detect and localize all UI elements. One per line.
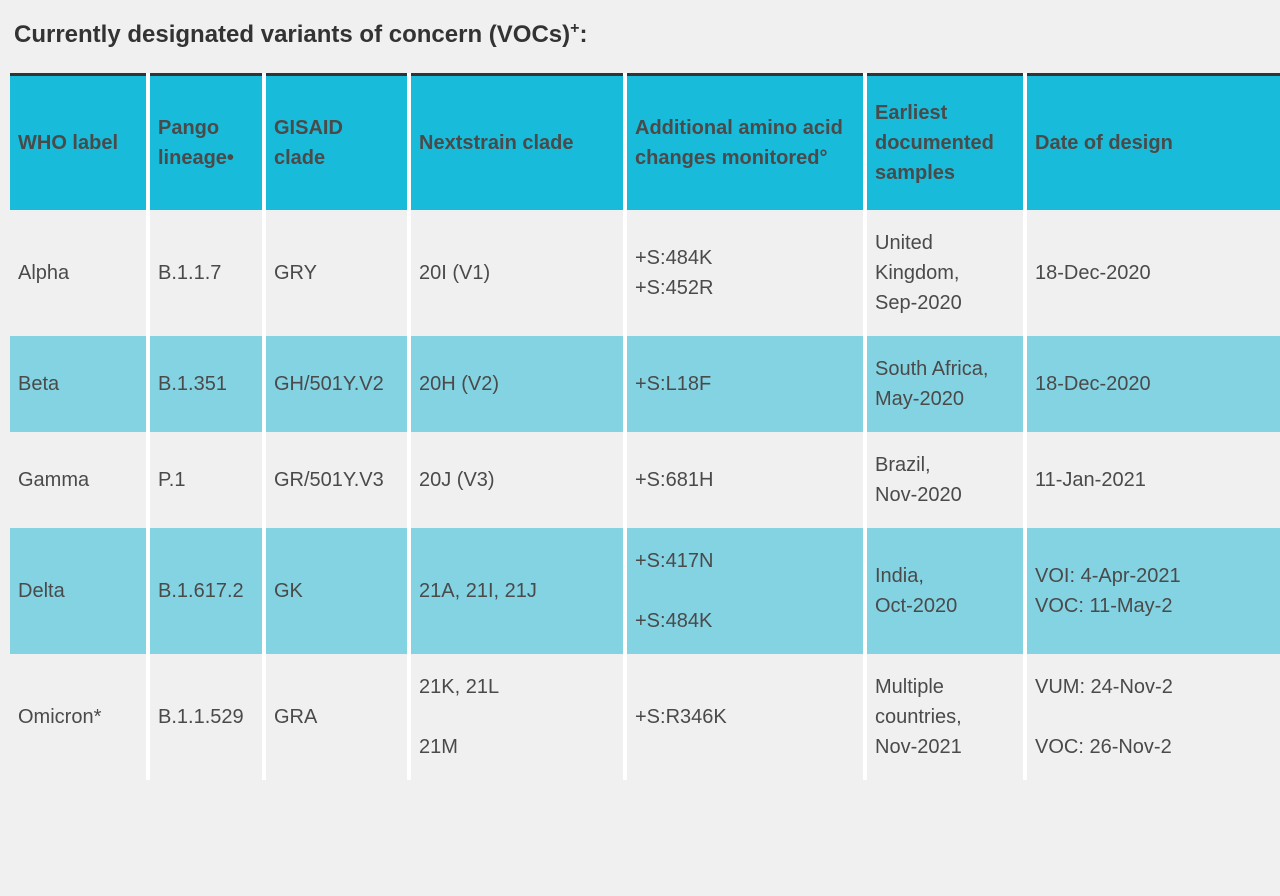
page-container: Currently designated variants of concern… <box>0 0 1280 780</box>
cell-amino: +S:L18F <box>625 336 865 432</box>
cell-pango: P.1 <box>148 432 264 528</box>
cell-amino: +S:417N +S:484K <box>625 528 865 654</box>
table-row: Delta B.1.617.2 GK 21A, 21I, 21J +S:417N… <box>10 528 1280 654</box>
cell-who: Alpha <box>10 210 148 336</box>
table-row: Alpha B.1.1.7 GRY 20I (V1) +S:484K +S:45… <box>10 210 1280 336</box>
cell-who: Gamma <box>10 432 148 528</box>
cell-next: 21A, 21I, 21J <box>409 528 625 654</box>
table-header-row: WHO label Pango lineage• GISAID clade Ne… <box>10 75 1280 211</box>
title-suffix: : <box>579 21 587 48</box>
cell-date: VUM: 24-Nov-2 VOC: 26-Nov-2 <box>1025 654 1280 780</box>
col-header-nextstrain: Nextstrain clade <box>409 75 625 211</box>
cell-amino: +S:681H <box>625 432 865 528</box>
cell-next: 20H (V2) <box>409 336 625 432</box>
voc-table: WHO label Pango lineage• GISAID clade Ne… <box>10 73 1280 780</box>
cell-date: VOI: 4-Apr-2021 VOC: 11-May-2 <box>1025 528 1280 654</box>
cell-gisaid: GR/501Y.V3 <box>264 432 409 528</box>
cell-earliest: Multiple countries, Nov-2021 <box>865 654 1025 780</box>
cell-gisaid: GH/501Y.V2 <box>264 336 409 432</box>
col-header-amino: Additional amino acid changes monitored° <box>625 75 865 211</box>
cell-pango: B.1.1.7 <box>148 210 264 336</box>
cell-earliest: United Kingdom, Sep-2020 <box>865 210 1025 336</box>
cell-date: 11-Jan-2021 <box>1025 432 1280 528</box>
page-title: Currently designated variants of concern… <box>10 20 1280 49</box>
cell-pango: B.1.351 <box>148 336 264 432</box>
cell-earliest: India, Oct-2020 <box>865 528 1025 654</box>
col-header-pango: Pango lineage• <box>148 75 264 211</box>
cell-earliest: Brazil, Nov-2020 <box>865 432 1025 528</box>
cell-earliest: South Africa, May-2020 <box>865 336 1025 432</box>
col-header-date: Date of design <box>1025 75 1280 211</box>
cell-date: 18-Dec-2020 <box>1025 336 1280 432</box>
cell-amino: +S:484K +S:452R <box>625 210 865 336</box>
title-main-text: Currently designated variants of concern… <box>14 21 570 48</box>
table-row: Omicron* B.1.1.529 GRA 21K, 21L 21M +S:R… <box>10 654 1280 780</box>
cell-amino: +S:R346K <box>625 654 865 780</box>
table-body: Alpha B.1.1.7 GRY 20I (V1) +S:484K +S:45… <box>10 210 1280 780</box>
table-row: Beta B.1.351 GH/501Y.V2 20H (V2) +S:L18F… <box>10 336 1280 432</box>
cell-gisaid: GK <box>264 528 409 654</box>
cell-date: 18-Dec-2020 <box>1025 210 1280 336</box>
col-header-gisaid: GISAID clade <box>264 75 409 211</box>
cell-gisaid: GRY <box>264 210 409 336</box>
cell-who: Delta <box>10 528 148 654</box>
cell-gisaid: GRA <box>264 654 409 780</box>
col-header-earliest: Earliest documented samples <box>865 75 1025 211</box>
cell-next: 21K, 21L 21M <box>409 654 625 780</box>
cell-pango: B.1.617.2 <box>148 528 264 654</box>
col-header-who: WHO label <box>10 75 148 211</box>
table-row: Gamma P.1 GR/501Y.V3 20J (V3) +S:681H Br… <box>10 432 1280 528</box>
cell-who: Beta <box>10 336 148 432</box>
cell-pango: B.1.1.529 <box>148 654 264 780</box>
cell-next: 20I (V1) <box>409 210 625 336</box>
cell-who: Omicron* <box>10 654 148 780</box>
cell-next: 20J (V3) <box>409 432 625 528</box>
